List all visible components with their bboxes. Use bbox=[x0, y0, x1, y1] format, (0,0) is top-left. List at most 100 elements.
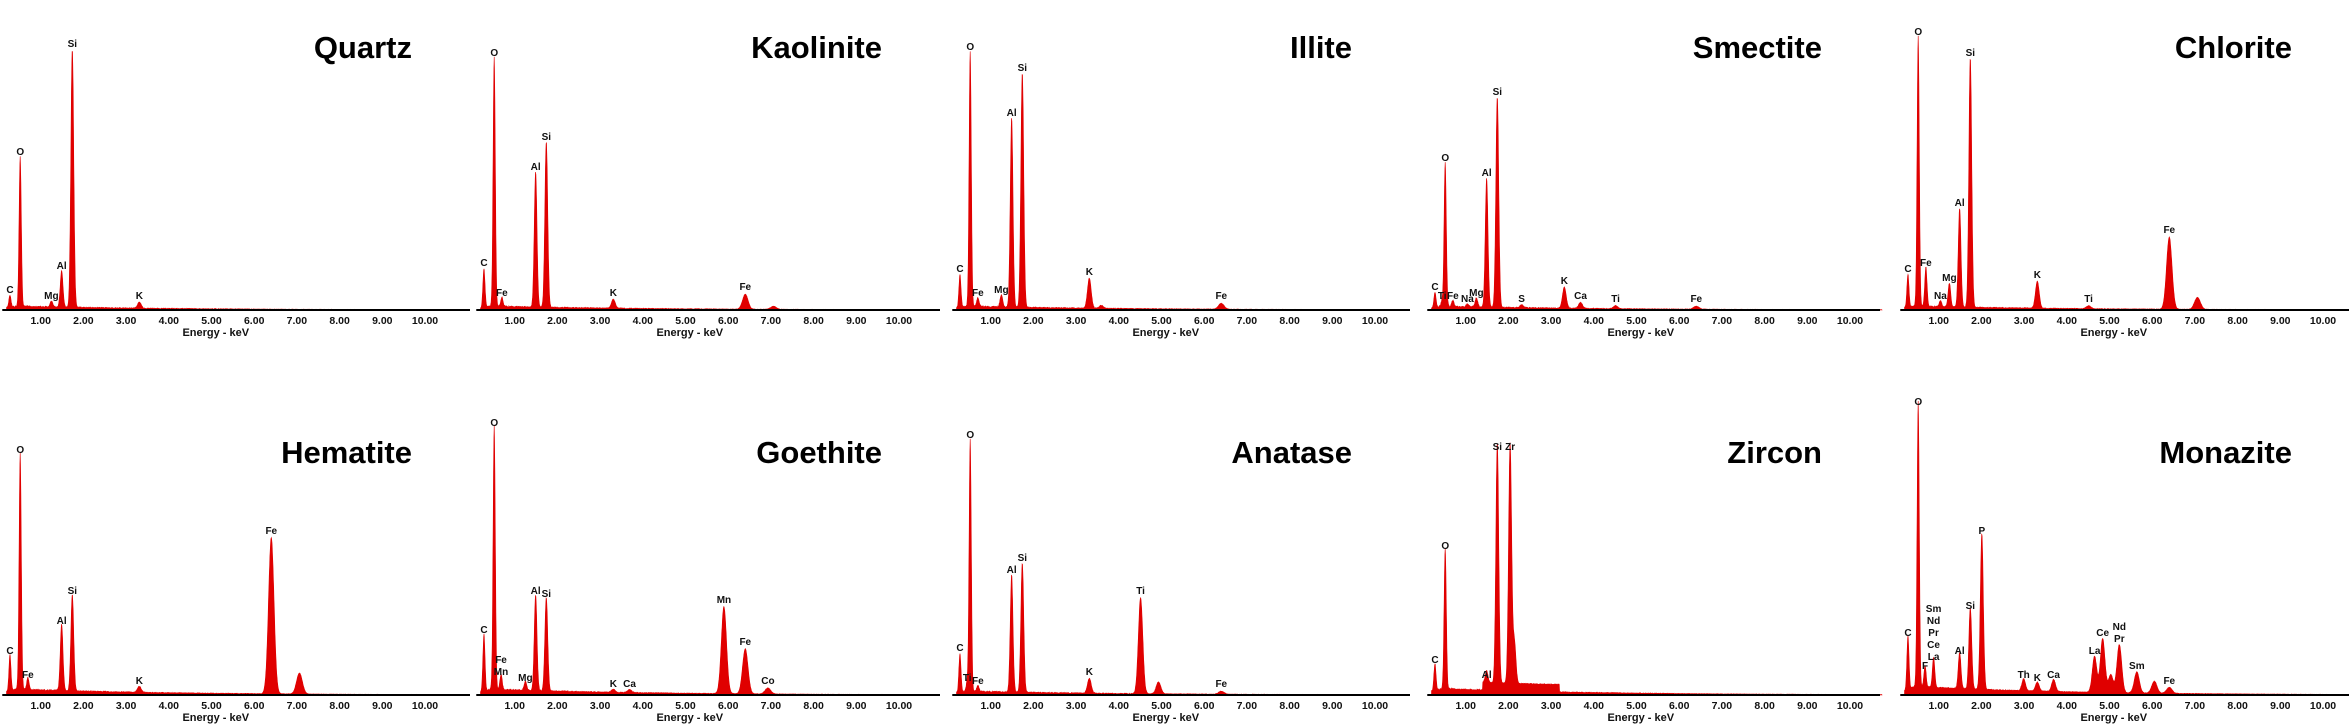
x-tick-label: 8.00 bbox=[2227, 700, 2248, 712]
peak-label: Fe bbox=[1215, 679, 1227, 690]
x-tick-label: 2.00 bbox=[1971, 700, 1992, 712]
spectrum-trace bbox=[480, 425, 932, 696]
x-axis-label: Energy - keV bbox=[656, 712, 723, 724]
peak-label: Fe bbox=[972, 288, 984, 299]
peak-label: K bbox=[1086, 667, 1094, 678]
x-tick-label: 8.00 bbox=[1279, 700, 1300, 712]
peak-label: Mg bbox=[994, 285, 1008, 296]
x-tick-label: 3.00 bbox=[1066, 700, 1087, 712]
x-tick-label: 10.00 bbox=[1362, 315, 1388, 327]
x-tick-label: 1.00 bbox=[504, 315, 525, 327]
x-tick-label: 1.00 bbox=[1928, 315, 1949, 327]
x-tick-label: 7.00 bbox=[1237, 315, 1258, 327]
x-tick-label: 2.00 bbox=[547, 315, 568, 327]
peak-label: Ti bbox=[1136, 586, 1145, 597]
peak-label: Fe bbox=[1690, 294, 1702, 305]
spectrum-panel-zircon: Zircon 1.00 2.00 3.00 4.00 5.00 6.00 7.00 8.00 9.… bbox=[1410, 363, 1883, 726]
x-tick-label: 10.00 bbox=[1837, 700, 1863, 712]
x-tick-label: 6.00 bbox=[1194, 700, 1215, 712]
x-tick-label: 10.00 bbox=[412, 315, 438, 327]
x-tick-label: 5.00 bbox=[675, 700, 696, 712]
peak-label: Si bbox=[1966, 601, 1976, 612]
peak-label: C bbox=[1431, 655, 1438, 666]
x-tick-label: 5.00 bbox=[201, 315, 222, 327]
peak-label: Mn bbox=[717, 595, 731, 606]
peak-label: Ti bbox=[963, 673, 972, 684]
x-tick-label: 1.00 bbox=[1928, 700, 1949, 712]
x-tick-label: 3.00 bbox=[1066, 315, 1087, 327]
chart-title: Monazite bbox=[2159, 435, 2292, 470]
x-tick-label: 3.00 bbox=[590, 315, 611, 327]
peak-label: Mg bbox=[518, 673, 532, 684]
spectrum-panel-quartz: Quartz 1.00 2.00 3.00 4.00 5.00 6.00 7.00 8.00 9.… bbox=[0, 0, 470, 363]
x-tick-label: 7.00 bbox=[761, 315, 782, 327]
x-tick-label: 9.00 bbox=[2270, 700, 2291, 712]
x-tick-label: 8.00 bbox=[803, 700, 824, 712]
spectrum-plot: 1.00 2.00 3.00 4.00 5.00 6.00 7.00 8.00 9.00 10.0… bbox=[1900, 27, 2349, 339]
x-tick-label: 5.00 bbox=[201, 700, 222, 712]
peak-label: Sm bbox=[2129, 661, 2145, 672]
spectrum-plot: 1.00 2.00 3.00 4.00 5.00 6.00 7.00 8.00 9.00 10.0… bbox=[1427, 442, 1883, 724]
x-tick-label: 2.00 bbox=[1971, 315, 1992, 327]
x-tick-label: 7.00 bbox=[1712, 700, 1733, 712]
spectrum-plot: 1.00 2.00 3.00 4.00 5.00 6.00 7.00 8.00 9.00 10.0… bbox=[952, 430, 1410, 724]
x-tick-label: 6.00 bbox=[1194, 315, 1215, 327]
x-tick-label: 5.00 bbox=[2099, 700, 2120, 712]
peak-label: P bbox=[1978, 526, 1985, 537]
peak-label: Fe bbox=[22, 670, 34, 681]
peak-label: Ca bbox=[1574, 291, 1587, 302]
x-tick-label: 9.00 bbox=[1322, 315, 1343, 327]
peak-label: Na bbox=[1461, 294, 1474, 305]
x-axis-label: Energy - keV bbox=[1132, 327, 1199, 339]
peak-label: K bbox=[1086, 267, 1094, 278]
x-tick-label: 6.00 bbox=[2142, 315, 2163, 327]
peak-label: O bbox=[966, 42, 974, 53]
x-tick-label: 7.00 bbox=[1712, 315, 1733, 327]
x-tick-label: 3.00 bbox=[590, 700, 611, 712]
peak-label: Mn bbox=[494, 667, 508, 678]
chart-title: Goethite bbox=[756, 435, 882, 470]
x-tick-label: 6.00 bbox=[2142, 700, 2163, 712]
x-tick-label: 6.00 bbox=[244, 315, 265, 327]
peak-label: Al bbox=[57, 261, 67, 272]
peak-label: Fe bbox=[1215, 291, 1227, 302]
peak-label: K bbox=[136, 291, 144, 302]
x-tick-label: 8.00 bbox=[2227, 315, 2248, 327]
x-tick-label: 7.00 bbox=[287, 315, 308, 327]
peak-label: K bbox=[2034, 673, 2042, 684]
x-tick-label: 2.00 bbox=[1498, 700, 1519, 712]
spectrum-plot: 1.00 2.00 3.00 4.00 5.00 6.00 7.00 8.00 9.00 10.0… bbox=[476, 418, 940, 724]
spectrum-panel-kaolinite: Kaolinite 1.00 2.00 3.00 4.00 5.00 6.00 7.00 8.0… bbox=[470, 0, 940, 363]
x-tick-label: 4.00 bbox=[159, 700, 180, 712]
peak-label: Si bbox=[1018, 553, 1028, 564]
peak-label: Fe bbox=[495, 655, 507, 666]
x-tick-label: 5.00 bbox=[1151, 315, 1172, 327]
peak-label: Fe bbox=[739, 637, 751, 648]
spectrum-plot: 1.00 2.00 3.00 4.00 5.00 6.00 7.00 8.00 9.00 10.0… bbox=[476, 48, 940, 339]
peak-label: Mg bbox=[44, 291, 58, 302]
x-tick-label: 6.00 bbox=[244, 700, 265, 712]
spectrum-panel-chlorite: Chlorite 1.00 2.00 3.00 4.00 5.00 6.00 7.00 8.00… bbox=[1880, 0, 2349, 363]
peak-label: Zr bbox=[1505, 442, 1515, 453]
x-tick-label: 1.00 bbox=[30, 700, 51, 712]
peak-label: Si bbox=[542, 132, 552, 143]
peak-label: Th bbox=[2018, 670, 2030, 681]
peak-label: La bbox=[1928, 652, 1940, 663]
peak-label: Si bbox=[1966, 48, 1976, 59]
spectrum-panel-monazite: Monazite 1.00 2.00 3.00 4.00 5.00 6.00 7.00 8.00… bbox=[1880, 363, 2349, 726]
spectrum-panel-illite: Illite 1.00 2.00 3.00 4.00 5.00 6.00 7.00 8.00 9.… bbox=[940, 0, 1410, 363]
x-tick-label: 8.00 bbox=[329, 315, 350, 327]
peak-label: Ce bbox=[1927, 640, 1940, 651]
x-tick-label: 10.00 bbox=[886, 700, 912, 712]
x-axis-label: Energy - keV bbox=[1607, 712, 1674, 724]
x-tick-label: 7.00 bbox=[1237, 700, 1258, 712]
x-tick-label: 1.00 bbox=[30, 315, 51, 327]
x-tick-label: 9.00 bbox=[372, 700, 393, 712]
peak-label: Si bbox=[68, 39, 78, 50]
x-tick-label: 5.00 bbox=[1626, 700, 1647, 712]
spectrum-trace bbox=[480, 56, 932, 311]
spectrum-trace bbox=[1904, 400, 2349, 696]
peak-label: Si bbox=[1493, 442, 1503, 453]
x-tick-label: 2.00 bbox=[73, 700, 94, 712]
x-tick-label: 7.00 bbox=[2185, 700, 2206, 712]
